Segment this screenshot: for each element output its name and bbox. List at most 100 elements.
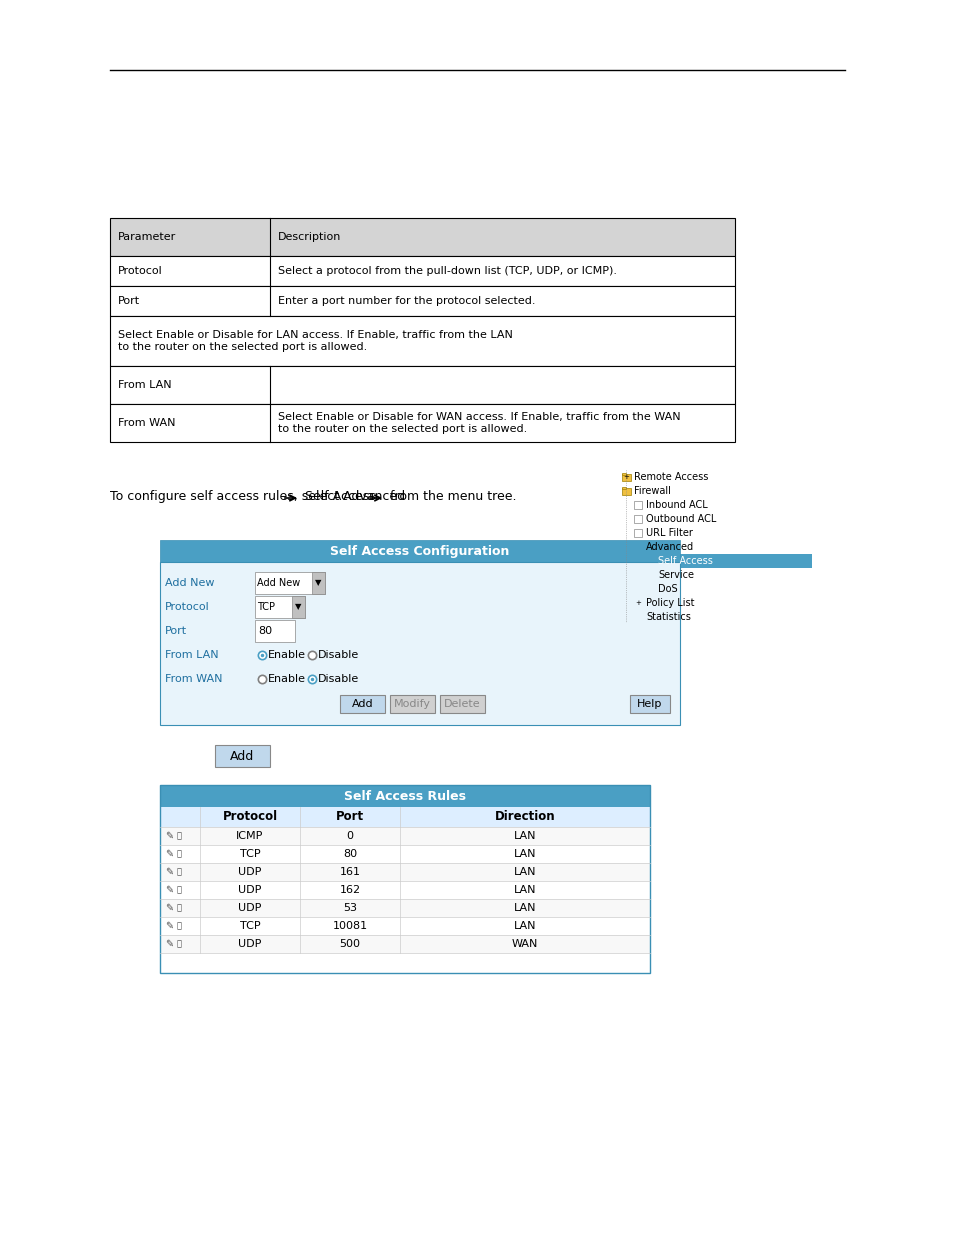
Bar [390,695,435,713]
Text: Add New: Add New [256,578,300,588]
Text: Help: Help [637,699,662,709]
Bar [254,620,294,642]
Bar [621,487,625,489]
Text: 🗑: 🗑 [177,831,182,841]
Text: Service: Service [658,571,693,580]
Text: 500: 500 [339,939,360,948]
Bar [160,785,649,806]
Bar [641,555,811,568]
Text: LAN: LAN [514,867,536,877]
Bar [312,572,325,594]
Text: LAN: LAN [514,848,536,860]
Text: +: + [623,474,629,480]
Text: Protocol: Protocol [222,810,277,824]
Bar [634,543,638,545]
Text: Port: Port [165,626,187,636]
Bar [621,474,630,480]
Text: 80: 80 [257,626,272,636]
Text: Protocol: Protocol [165,601,210,613]
Text: From WAN: From WAN [118,417,175,429]
Text: LAN: LAN [514,831,536,841]
Text: 0: 0 [346,831,354,841]
Text: Enable: Enable [268,674,306,684]
Bar [621,473,625,475]
Text: Description: Description [277,232,341,242]
Text: ✎: ✎ [165,921,172,931]
Text: Port: Port [118,296,140,306]
Text: Protocol: Protocol [118,266,163,275]
Text: Outbound ACL: Outbound ACL [645,514,716,524]
Text: ✎: ✎ [165,885,172,895]
Bar [110,256,734,287]
Bar [254,597,305,618]
Text: Disable: Disable [317,674,359,684]
Text: Enable: Enable [268,650,306,659]
Bar [645,557,654,564]
Text: TCP: TCP [239,921,260,931]
Text: Remote Access: Remote Access [634,472,708,482]
Text: +: + [635,600,640,606]
Text: 53: 53 [343,903,356,913]
Text: 🗑: 🗑 [177,867,182,877]
Text: LAN: LAN [514,921,536,931]
Text: ICMP: ICMP [236,831,263,841]
Bar [634,529,641,537]
Text: ✎: ✎ [165,848,172,860]
Bar [634,543,642,551]
Bar [110,287,734,316]
Bar [634,613,641,621]
Text: From WAN: From WAN [165,674,222,684]
Text: WAN: WAN [511,939,537,948]
Bar [645,571,654,579]
Bar [634,599,638,601]
Bar [160,806,649,827]
Bar [254,572,325,594]
Text: Enter a port number for the protocol selected.: Enter a port number for the protocol sel… [277,296,535,306]
Text: Add New: Add New [165,578,214,588]
Bar [634,600,642,606]
Text: Statistics: Statistics [645,613,690,622]
Bar [160,863,649,881]
Text: Self Access Rules: Self Access Rules [344,789,465,803]
Text: 80: 80 [342,848,356,860]
Text: UDP: UDP [238,939,261,948]
Text: 🗑: 🗑 [177,850,182,858]
Text: ✎: ✎ [165,903,172,913]
Bar [110,219,734,256]
Bar [439,695,484,713]
Bar [634,515,641,522]
Text: UDP: UDP [238,885,261,895]
Text: Select a protocol from the pull-down list (TCP, UDP, or ICMP).: Select a protocol from the pull-down lis… [277,266,617,275]
Text: URL Filter: URL Filter [645,529,692,538]
Bar [339,695,385,713]
Text: 161: 161 [339,867,360,877]
Text: Disable: Disable [317,650,359,659]
Bar [214,745,270,767]
Text: Add: Add [352,699,373,709]
Bar [160,827,649,845]
Bar [160,935,649,953]
Text: Advanced: Advanced [645,542,694,552]
Bar [621,488,630,495]
Bar [160,540,679,562]
Text: Modify: Modify [394,699,431,709]
Bar [110,404,734,442]
Bar [110,366,734,404]
Text: Port: Port [335,810,364,824]
Text: TCP: TCP [239,848,260,860]
Text: ✎: ✎ [165,867,172,877]
Bar [160,785,649,973]
Text: Self Access Configuration: Self Access Configuration [330,545,509,557]
Text: 162: 162 [339,885,360,895]
Text: Select Enable or Disable for WAN access. If Enable, traffic from the WAN
to the : Select Enable or Disable for WAN access.… [277,412,679,433]
Text: Inbound ACL: Inbound ACL [645,500,707,510]
Text: Delete: Delete [444,699,480,709]
Text: 🗑: 🗑 [177,885,182,894]
Text: 🗑: 🗑 [177,940,182,948]
Text: From LAN: From LAN [165,650,218,659]
Text: TCP: TCP [256,601,274,613]
Text: Add: Add [230,750,253,762]
Bar [160,899,649,918]
Bar [160,562,679,725]
Text: Policy List: Policy List [645,598,694,608]
